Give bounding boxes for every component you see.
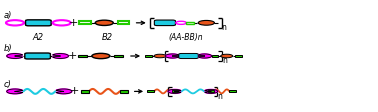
Text: (AA-BB)n: (AA-BB)n xyxy=(169,33,203,42)
FancyBboxPatch shape xyxy=(154,20,175,26)
Bar xyxy=(145,55,152,57)
Text: A2: A2 xyxy=(33,33,44,42)
Polygon shape xyxy=(53,54,68,58)
Bar xyxy=(172,90,178,92)
Bar xyxy=(235,55,242,57)
Text: B2: B2 xyxy=(102,33,113,42)
Polygon shape xyxy=(198,54,212,58)
Circle shape xyxy=(92,53,110,59)
Bar xyxy=(81,90,89,93)
Text: a): a) xyxy=(4,11,12,20)
FancyBboxPatch shape xyxy=(179,53,198,59)
Circle shape xyxy=(221,54,233,58)
Text: n: n xyxy=(221,23,226,32)
FancyBboxPatch shape xyxy=(26,20,51,26)
Polygon shape xyxy=(166,54,179,58)
FancyBboxPatch shape xyxy=(25,53,50,59)
Text: +: + xyxy=(68,51,77,61)
Text: n: n xyxy=(222,56,227,65)
Circle shape xyxy=(198,20,214,25)
Bar xyxy=(78,55,87,57)
Circle shape xyxy=(53,20,71,25)
Polygon shape xyxy=(168,89,181,93)
Bar xyxy=(147,90,154,92)
Text: c): c) xyxy=(4,80,12,89)
Circle shape xyxy=(154,54,166,58)
Polygon shape xyxy=(7,54,23,58)
Bar xyxy=(118,21,129,25)
Bar xyxy=(186,22,194,24)
Bar xyxy=(79,21,91,25)
Polygon shape xyxy=(56,89,72,94)
Bar xyxy=(229,90,236,92)
Text: +: + xyxy=(70,86,80,96)
Polygon shape xyxy=(7,89,23,94)
Bar xyxy=(115,55,124,57)
Bar xyxy=(212,55,218,57)
Bar xyxy=(208,90,214,92)
Polygon shape xyxy=(205,89,218,93)
Bar xyxy=(120,90,128,93)
Circle shape xyxy=(6,20,24,25)
Text: b): b) xyxy=(4,44,12,53)
Circle shape xyxy=(95,20,113,25)
Text: +: + xyxy=(69,18,79,28)
Text: n: n xyxy=(217,92,222,101)
Circle shape xyxy=(176,21,186,24)
